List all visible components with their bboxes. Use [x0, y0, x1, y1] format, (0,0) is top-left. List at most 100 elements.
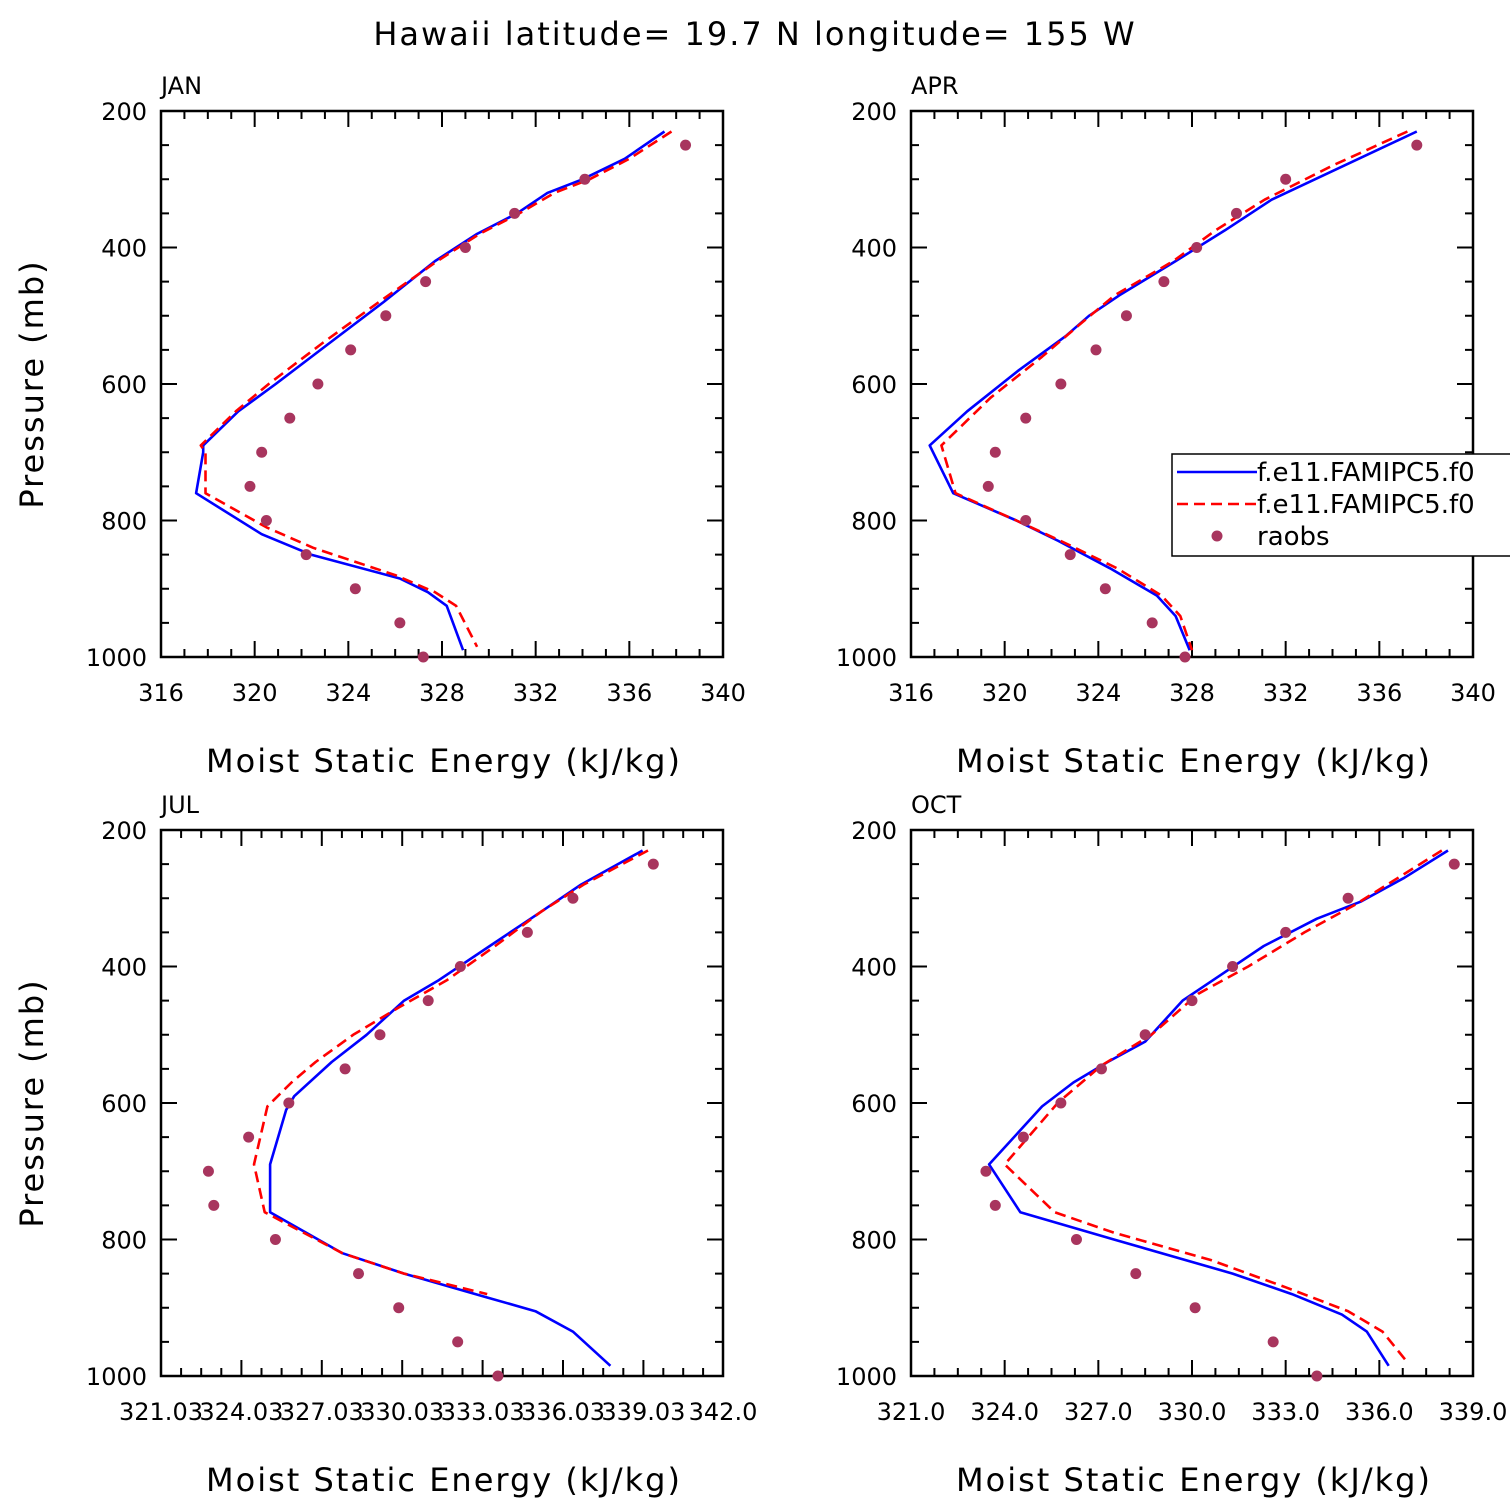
y-tick-label: 400	[851, 235, 897, 263]
legend-label: f.e11.FAMIPC5.f0	[1257, 490, 1475, 520]
x-tick-label: 316	[138, 679, 184, 707]
raobs-point	[1070, 1234, 1082, 1245]
raobs-point	[339, 1063, 351, 1075]
raobs-point	[567, 892, 579, 904]
raobs-point	[420, 276, 432, 288]
y-tick-label: 600	[851, 1090, 897, 1118]
raobs-point	[1017, 1131, 1029, 1143]
raobs-point	[1280, 926, 1292, 938]
raobs-point	[244, 480, 256, 492]
y-tick-label: 200	[851, 98, 897, 126]
raobs-point	[454, 961, 466, 972]
x-tick-label: 324.0	[970, 1398, 1039, 1426]
raobs-point	[1227, 961, 1239, 972]
raobs-point	[1448, 858, 1460, 870]
y-tick-label: 600	[101, 371, 147, 399]
raobs-point	[1280, 173, 1292, 185]
x-tick-label: 342.0	[689, 1398, 758, 1426]
raobs-point	[1095, 1063, 1107, 1075]
raobs-point	[1055, 1097, 1067, 1109]
raobs-point	[579, 173, 591, 185]
raobs-point	[243, 1131, 255, 1143]
raobs-point	[300, 549, 312, 561]
y-tick-label: 800	[851, 508, 897, 536]
y-tick-label: 800	[101, 1227, 147, 1255]
y-tick-label: 800	[101, 508, 147, 536]
raobs-point	[680, 139, 692, 151]
raobs-point	[492, 1370, 504, 1382]
raobs-point	[260, 515, 272, 526]
x-tick-label: 330.03	[360, 1398, 444, 1426]
x-tick-label: 336.03	[521, 1398, 605, 1426]
x-tick-label: 328	[419, 679, 465, 707]
x-tick-label: 333.03	[441, 1398, 525, 1426]
raobs-point	[1064, 549, 1076, 561]
y-tick-label: 200	[851, 817, 897, 845]
raobs-point	[202, 1165, 214, 1177]
raobs-point	[394, 617, 406, 629]
raobs-point	[269, 1234, 281, 1245]
series-line-solid	[194, 130, 666, 651]
x-tick-label: 336	[606, 679, 652, 707]
y-tick-label: 1000	[86, 1363, 147, 1391]
raobs-point	[1311, 1370, 1323, 1382]
x-axis-label: Moist Static Energy (kJ/kg)	[206, 742, 682, 780]
series-line-dashed	[252, 849, 649, 1296]
x-axis-label: Moist Static Energy (kJ/kg)	[206, 1461, 682, 1499]
raobs-point	[1179, 651, 1191, 663]
figure-title: Hawaii latitude= 19.7 N longitude= 155 W	[373, 15, 1136, 53]
raobs-point	[1191, 242, 1203, 253]
raobs-point	[982, 480, 994, 492]
raobs-point	[989, 1199, 1001, 1211]
x-tick-label: 339.0	[1439, 1398, 1508, 1426]
x-axis-label: Moist Static Energy (kJ/kg)	[956, 742, 1432, 780]
x-tick-label: 336	[1356, 679, 1402, 707]
raobs-point	[1099, 583, 1111, 595]
raobs-point	[1020, 412, 1032, 424]
x-tick-label: 327.0	[1064, 1398, 1133, 1426]
y-tick-label: 1000	[836, 644, 897, 672]
raobs-point	[521, 926, 533, 938]
x-tick-label: 321.03	[119, 1398, 203, 1426]
raobs-point	[345, 344, 357, 356]
raobs-point	[1189, 1302, 1201, 1314]
x-axis-label: Moist Static Energy (kJ/kg)	[956, 1461, 1432, 1499]
raobs-point	[312, 378, 324, 390]
x-tick-label: 330.0	[1158, 1398, 1227, 1426]
raobs-point	[422, 995, 434, 1007]
y-tick-label: 600	[851, 371, 897, 399]
x-tick-label: 320	[232, 679, 278, 707]
raobs-point	[980, 1165, 992, 1177]
y-tick-label: 400	[101, 954, 147, 982]
raobs-point	[1020, 515, 1032, 526]
raobs-point	[1146, 617, 1158, 629]
x-tick-label: 321.0	[877, 1398, 946, 1426]
series-line-solid	[987, 849, 1449, 1367]
panel-oct: 200 400 600 800 1000 321.0 324.0 327.0 330.0 333.…	[836, 791, 1507, 1499]
x-tick-label: 333.0	[1251, 1398, 1320, 1426]
panel-title: OCT	[911, 791, 962, 819]
raobs-point	[1411, 139, 1423, 151]
x-tick-label: 324	[325, 679, 371, 707]
legend-marker	[1211, 530, 1223, 542]
panel-title: JUL	[159, 791, 200, 819]
y-tick-label: 600	[101, 1090, 147, 1118]
raobs-point	[1267, 1336, 1279, 1348]
panel-apr: 200 400 600 800 1000 316 320 324 328 332 336 340 APR…	[836, 72, 1496, 780]
y-tick-label: 1000	[86, 644, 147, 672]
x-tick-label: 332	[513, 679, 559, 707]
raobs-point	[1186, 995, 1198, 1007]
y-tick-label: 200	[101, 817, 147, 845]
raobs-point	[208, 1199, 220, 1211]
raobs-point	[1230, 207, 1242, 219]
x-tick-label: 324	[1075, 679, 1121, 707]
x-tick-label: 332	[1263, 679, 1309, 707]
raobs-point	[989, 446, 1001, 458]
panel-title: JAN	[159, 72, 202, 100]
raobs-point	[509, 207, 521, 219]
y-tick-label: 400	[851, 954, 897, 982]
raobs-point	[374, 1029, 386, 1041]
raobs-point	[283, 1097, 295, 1109]
